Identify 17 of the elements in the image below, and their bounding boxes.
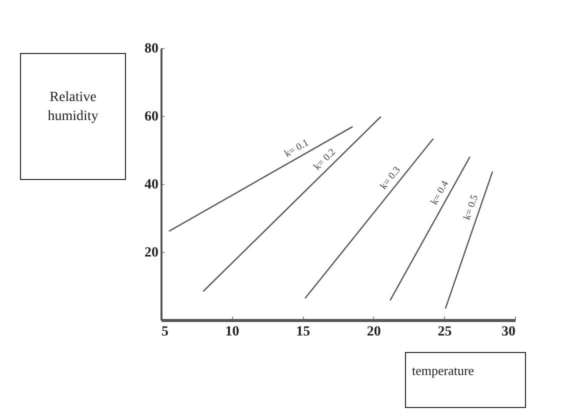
text: k= 0.1 [282, 138, 311, 160]
y-tick-label: 80 [144, 42, 158, 56]
x-tick-label: 30 [502, 324, 516, 340]
x-tick-label: 25 [438, 324, 452, 340]
x-tick-label: 5 [162, 324, 168, 340]
x-tick-label: 10 [225, 324, 240, 340]
x-tick-label: 15 [296, 324, 310, 340]
x-tick-label: 20 [366, 324, 381, 340]
y-tick-label: 60 [144, 110, 158, 124]
x-axis-title: temperature [405, 352, 526, 408]
y-tick-label: 20 [144, 246, 158, 260]
y-axis-title: Relative humidity [20, 53, 126, 180]
text: k= 0.4 [429, 179, 452, 207]
text: k= 0.2 [312, 146, 338, 173]
text: k= 0.5 [462, 194, 481, 222]
y-tick-label: 40 [144, 178, 158, 192]
text: k= 0.3 [378, 164, 403, 192]
